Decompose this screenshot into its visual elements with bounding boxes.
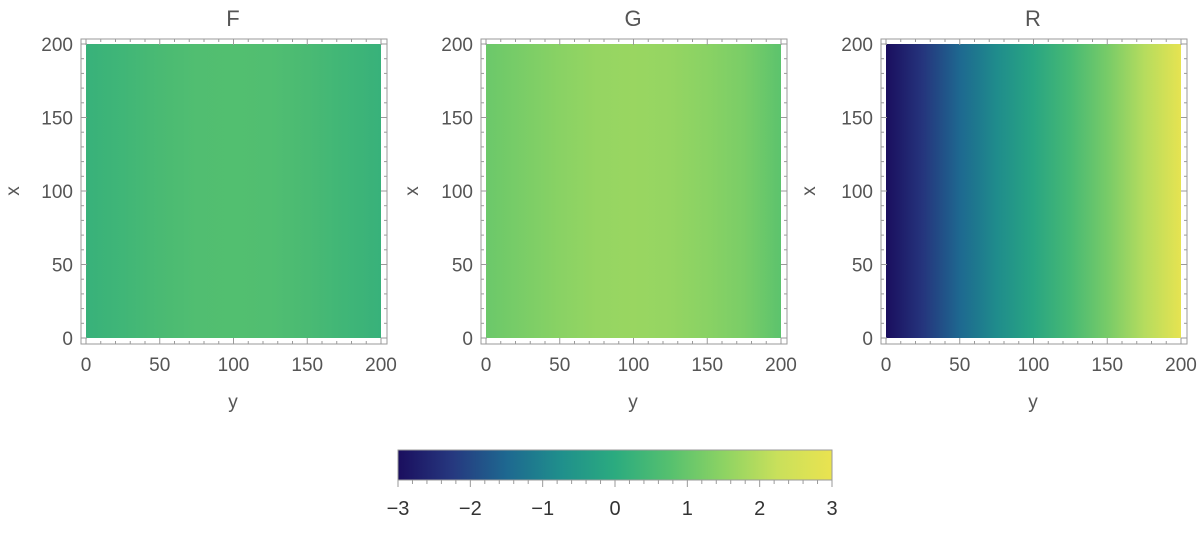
panel-g-xlabel: y [628, 392, 638, 413]
panel-g-xtick-0: 0 [481, 355, 492, 376]
panel-f-xtick-3: 150 [291, 355, 323, 376]
panel-f-ytick-2: 100 [41, 182, 73, 203]
panel-r-ticks [881, 39, 1187, 344]
panel-g-xtick-3: 150 [691, 355, 723, 376]
panel-f-ytick-0: 0 [62, 329, 73, 350]
colorbar-gradient [398, 450, 832, 480]
colorbar-label-4: 1 [682, 498, 693, 520]
colorbar-label-3: 0 [609, 498, 620, 520]
panel-g-xtick-4: 200 [765, 355, 797, 376]
panel-r-ytick-0: 0 [862, 329, 873, 350]
panel-g-ylabel: x [402, 186, 423, 196]
panel-g: G 0 50 100 150 200 0 50 100 150 200 y x [402, 6, 797, 413]
panel-g-ticks [481, 39, 787, 344]
panel-f-xtick-2: 100 [218, 355, 250, 376]
colorbar-label-6: 3 [826, 498, 837, 520]
panel-r-heatmap [886, 44, 1181, 338]
colorbar-label-5: 2 [754, 498, 765, 520]
colorbar-label-2: −1 [531, 498, 554, 520]
panel-r: R 0 50 100 150 200 0 50 100 150 200 y x [799, 6, 1197, 413]
colorbar-label-1: −2 [459, 498, 482, 520]
panel-r-ylabel: x [799, 186, 820, 196]
panel-f-ytick-1: 50 [52, 256, 73, 277]
panel-f-xtick-0: 0 [81, 355, 92, 376]
panel-r-xtick-0: 0 [881, 355, 892, 376]
panel-r-xtick-4: 200 [1165, 355, 1197, 376]
panel-r-xtick-2: 100 [1018, 355, 1050, 376]
panel-r-ytick-3: 150 [841, 109, 873, 130]
panel-r-xlabel: y [1028, 392, 1038, 413]
panel-g-ytick-3: 150 [441, 109, 473, 130]
panel-g-ytick-2: 100 [441, 182, 473, 203]
panel-f-xtick-1: 50 [149, 355, 170, 376]
panel-f-xlabel: y [228, 392, 238, 413]
panel-f-heatmap [86, 44, 381, 338]
panel-f-ytick-4: 200 [41, 35, 73, 56]
panel-g-title: G [624, 6, 641, 31]
panel-g-ytick-4: 200 [441, 35, 473, 56]
panel-g-heatmap [486, 44, 781, 338]
panel-g-ytick-1: 50 [452, 256, 473, 277]
panel-f-ytick-3: 150 [41, 109, 73, 130]
colorbar: −3 −2 −1 0 1 2 3 [387, 449, 838, 520]
panel-g-xtick-1: 50 [549, 355, 570, 376]
panel-f-ylabel: x [3, 186, 24, 196]
colorbar-label-0: −3 [387, 498, 410, 520]
panel-f-title: F [226, 6, 239, 31]
panel-f: F 0 50 100 150 200 0 50 100 150 200 y x [3, 6, 397, 413]
panel-r-xtick-1: 50 [949, 355, 970, 376]
panel-r-title: R [1025, 6, 1041, 31]
panel-g-xtick-2: 100 [618, 355, 650, 376]
panel-r-xtick-3: 150 [1091, 355, 1123, 376]
panel-r-ytick-1: 50 [852, 256, 873, 277]
panel-f-xtick-4: 200 [365, 355, 397, 376]
colorbar-ticks [397, 480, 833, 487]
panel-r-ytick-2: 100 [841, 182, 873, 203]
panel-g-ytick-0: 0 [462, 329, 473, 350]
panel-r-ytick-4: 200 [841, 35, 873, 56]
panel-f-ticks [81, 39, 387, 344]
